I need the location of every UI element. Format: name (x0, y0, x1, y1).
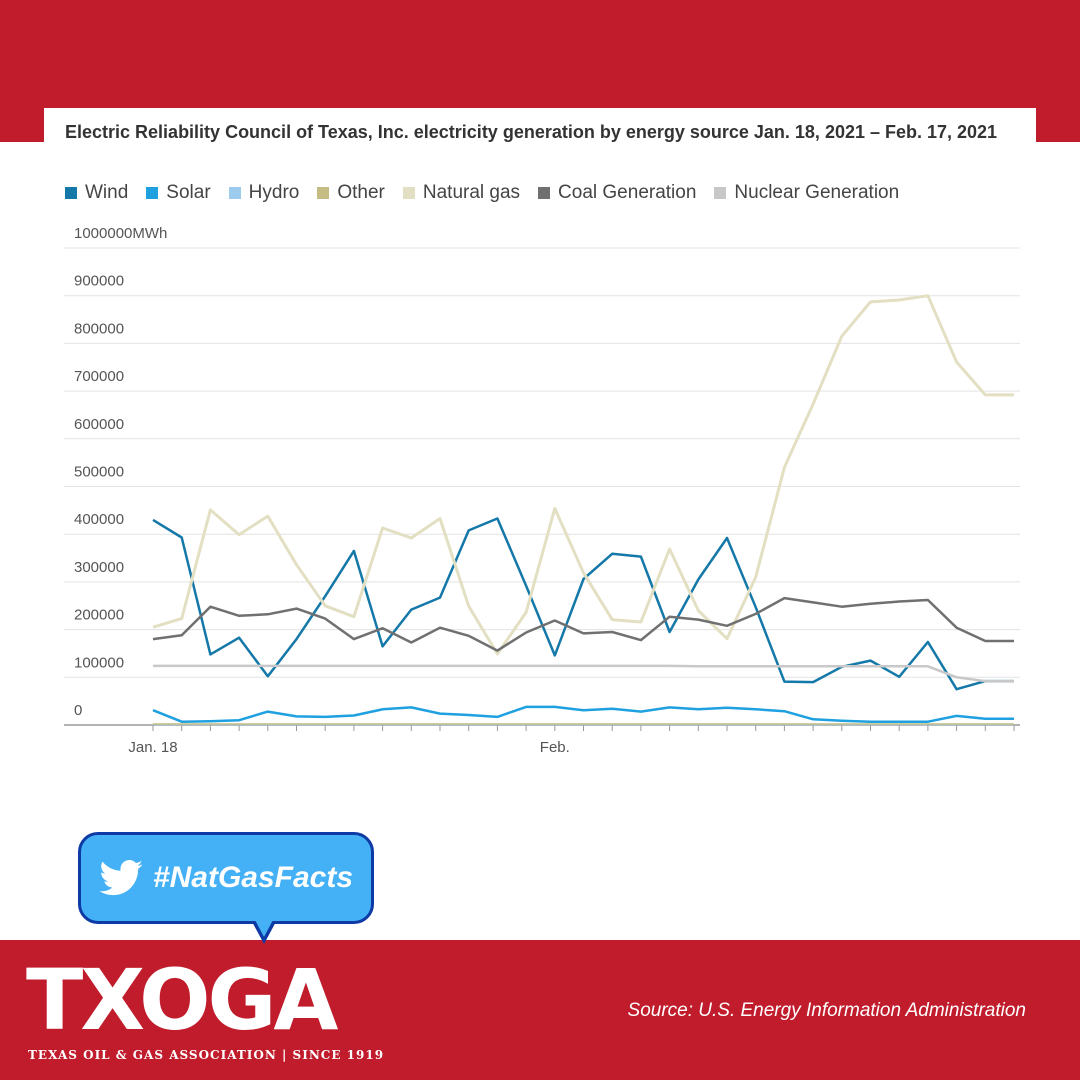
x-tick-label: Feb. (540, 739, 570, 756)
y-tick-label: 1000000MWh (74, 225, 167, 242)
legend-label: Hydro (248, 182, 300, 203)
x-tick-label: Jan. 18 (128, 739, 177, 756)
legend-label: Coal Generation (558, 182, 697, 203)
legend-label: Natural gas (422, 182, 521, 203)
y-tick-label: 800000 (74, 320, 124, 337)
legend-swatch (317, 187, 330, 199)
legend-item: Natural gas (402, 182, 521, 204)
legend-label: Other (337, 182, 385, 203)
hashtag-bubble[interactable]: #NatGasFacts (78, 832, 374, 924)
chart-legend: Wind Solar Hydro Other Natural gas Coal Gener… (65, 182, 899, 204)
legend-swatch (714, 187, 727, 199)
series-line-solar (152, 705, 1014, 723)
y-tick-label: 0 (74, 702, 82, 719)
legend-item: Other (317, 182, 385, 204)
y-tick-label: 900000 (74, 273, 124, 290)
legend-swatch (228, 187, 241, 199)
legend-label: Solar (166, 182, 211, 203)
series-line-wind (152, 517, 1014, 691)
legend-item: Coal Generation (538, 182, 696, 204)
legend-swatch (146, 187, 159, 199)
y-tick-label: 700000 (74, 368, 124, 385)
line-chart: 1000000MWh 900000 800000 700000 600000 500000… (64, 225, 1020, 756)
y-tick-label: 100000 (74, 654, 124, 671)
hashtag-text: #NatGasFacts (152, 861, 354, 894)
y-tick-label: 200000 (74, 607, 124, 624)
y-tick-label: 300000 (74, 559, 124, 576)
legend-swatch (402, 187, 415, 199)
legend-swatch (65, 187, 77, 199)
legend-swatch (538, 187, 551, 199)
txoga-logo: TXOGA (26, 951, 338, 1049)
source-note: Source: U.S. Energy Information Administ… (627, 1000, 1026, 1021)
y-tick-label: 400000 (74, 511, 124, 528)
y-tick-label: 500000 (74, 464, 124, 481)
series-line-coal-generation (152, 596, 1014, 652)
legend-item: Wind (65, 182, 128, 204)
legend-item: Solar (146, 182, 211, 204)
series-line-natural-gas (152, 294, 1014, 656)
chart-title: Electric Reliability Council of Texas, I… (65, 122, 998, 142)
y-tick-label: 600000 (74, 416, 124, 433)
legend-item: Nuclear Generation (714, 182, 899, 204)
bottom-red-band (0, 940, 1080, 1080)
twitter-bird-icon (99, 860, 143, 896)
series-line-nuclear-generation (153, 664, 1014, 683)
legend-label: Nuclear Generation (734, 182, 900, 203)
legend-item: Hydro (228, 182, 300, 204)
bubble-tail-fill (254, 918, 274, 937)
legend-label: Wind (85, 182, 129, 203)
logo-tagline: TEXAS OIL & GAS ASSOCIATION | SINCE 1919 (28, 1048, 385, 1062)
chart-card: 1000000MWh 900000 800000 700000 600000 500000… (44, 108, 1036, 868)
